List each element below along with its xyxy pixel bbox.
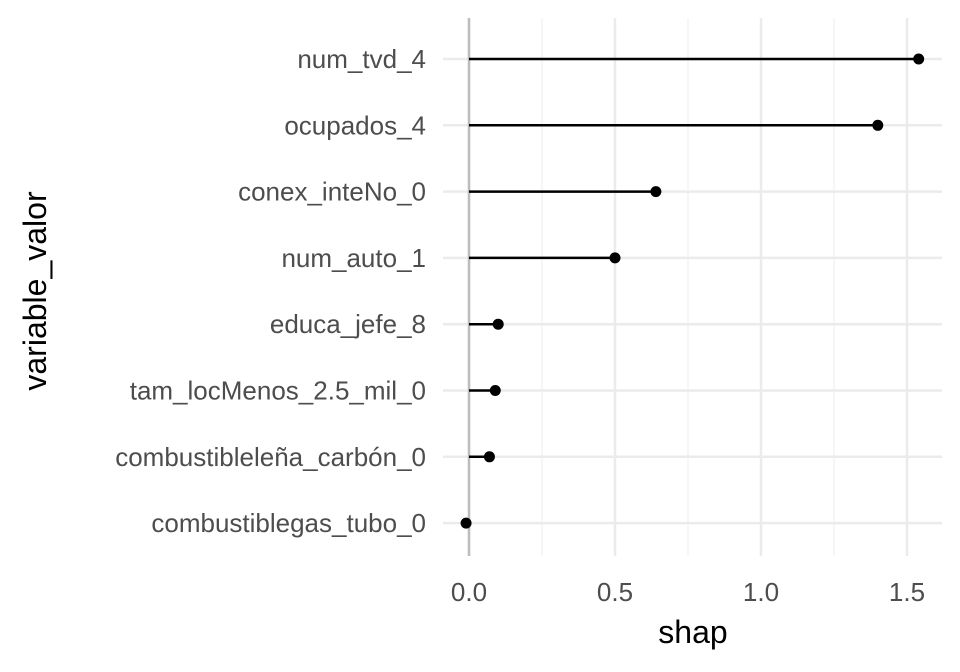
lollipop-point [483, 451, 495, 463]
x-tick-label: 1.0 [743, 577, 779, 607]
lollipop-point [650, 186, 662, 198]
y-tick-label: num_auto_1 [281, 243, 426, 273]
lollipop-point [460, 517, 472, 529]
y-tick-labels: num_tvd_4 ocupados_4 conex_inteNo_0 num_aut… [115, 44, 426, 538]
x-axis-title: shap [658, 614, 727, 650]
lollipop-point [913, 53, 925, 65]
points [460, 53, 925, 529]
lollipop-point [609, 252, 621, 264]
y-tick-label: combustiblegas_tubo_0 [151, 508, 426, 538]
y-tick-label: educa_jefe_8 [270, 309, 426, 339]
y-axis-title: variable_valor [17, 191, 53, 391]
y-tick-label: num_tvd_4 [297, 44, 426, 74]
stems [466, 57, 919, 525]
y-tick-label: tam_locMenos_2.5_mil_0 [130, 376, 426, 406]
lollipop-point [489, 385, 501, 396]
y-tick-label: ocupados_4 [284, 110, 426, 140]
grid-lines [443, 18, 942, 556]
lollipop-point [492, 318, 504, 330]
x-tick-labels: 0.0 0.5 1.0 1.5 [451, 577, 925, 607]
y-tick-label: conex_inteNo_0 [238, 177, 426, 207]
x-tick-label: 0.5 [597, 577, 633, 607]
x-tick-label: 1.5 [889, 577, 925, 607]
x-tick-label: 0.0 [451, 577, 487, 607]
lollipop-point [872, 119, 884, 131]
y-tick-label: combustibleleña_carbón_0 [115, 442, 426, 472]
